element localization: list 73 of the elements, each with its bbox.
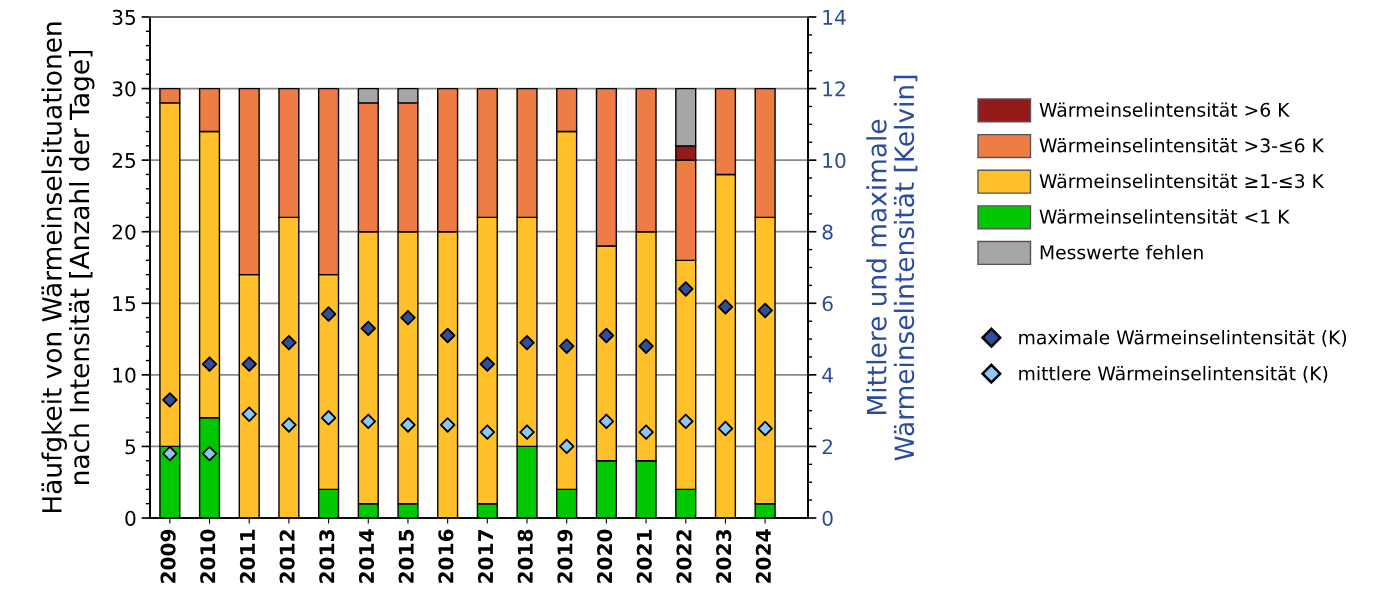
y2-axis-title: Mittlere und maximale Wärmeinselintensität [Kelvin] [866,75,918,461]
legend-label: Wärmeinselintensität <1 K [1039,209,1290,224]
point [400,417,416,433]
x-tick-label: 2024 [755,529,771,583]
point [320,410,337,426]
y-tick-label: 20 [112,224,136,240]
point [519,424,535,440]
y2-tick-label: 2 [822,439,832,455]
x-tick-label: 2019 [557,529,573,583]
x-tick-label: 2014 [358,529,375,583]
y-tick-label: 25 [112,152,136,169]
x-tick-label: 2023 [716,530,732,583]
y2-tick-label: 4 [822,367,833,383]
legend-label: Wärmeinselintensität ≥1-≤3 K [1039,173,1325,189]
legend-label: Wärmeinselintensität >6 K [1039,102,1290,117]
x-tick-label: 2021 [636,529,652,583]
point [678,281,694,297]
point [241,356,257,372]
x-tick-label: 2015 [398,529,414,583]
point [757,302,773,319]
y2-tick-label: 6 [822,295,833,312]
x-tick-label: 2016 [438,529,454,583]
x-tick-label: 2013 [319,530,335,583]
point [558,338,575,354]
point [598,327,615,344]
x-tick-label: 2017 [477,530,494,583]
point [558,438,575,455]
point [479,356,496,372]
point [400,309,416,326]
point [201,445,218,462]
point [241,406,257,422]
point [281,334,297,351]
point [678,413,694,430]
legend-label: mittlere Wärmeinselintensität (K) [1019,365,1328,383]
y2-tick-label: 14 [823,9,846,25]
point [717,299,734,315]
point [360,413,376,430]
point [757,420,773,437]
y2-tick-label: 8 [822,224,833,240]
legend-label: maximale Wärmeinselintensität (K) [1019,330,1347,347]
y2-tick-label: 10 [823,152,846,169]
point [638,338,654,354]
point [598,413,615,430]
x-tick-label: 2009 [160,529,176,583]
y-axis-title: Häufgkeit von Wärmeinselsituationen nach Intensität [Anzahl der Tage] [41,22,95,513]
x-tick-label: 2018 [517,529,533,583]
point [717,420,734,437]
y-tick-label: 30 [112,81,136,97]
point [281,417,297,433]
point [519,334,535,351]
point [162,445,178,462]
point [638,424,654,440]
point [439,327,456,344]
point [439,417,456,433]
x-tick-label: 2010 [200,529,216,583]
y-tick-label: 35 [112,9,136,25]
y2-tick-label: 12 [823,81,845,97]
point [201,356,218,372]
point [162,392,178,408]
y-tick-label: 15 [113,296,136,312]
y2-tick-label: 0 [822,510,833,526]
point [479,424,496,440]
x-tick-label: 2020 [597,529,613,583]
x-tick-label: 2022 [676,530,692,583]
y-tick-label: 0 [125,510,136,526]
legend-label: Messwerte fehlen [1040,244,1203,260]
point [360,320,376,337]
y-tick-label: 5 [125,439,136,455]
legend-label: Wärmeinselintensität >3-≤6 K [1039,138,1325,153]
x-tick-label: 2011 [239,529,256,583]
point [320,306,337,322]
x-tick-label: 2012 [279,530,295,583]
y-tick-label: 10 [113,367,136,383]
